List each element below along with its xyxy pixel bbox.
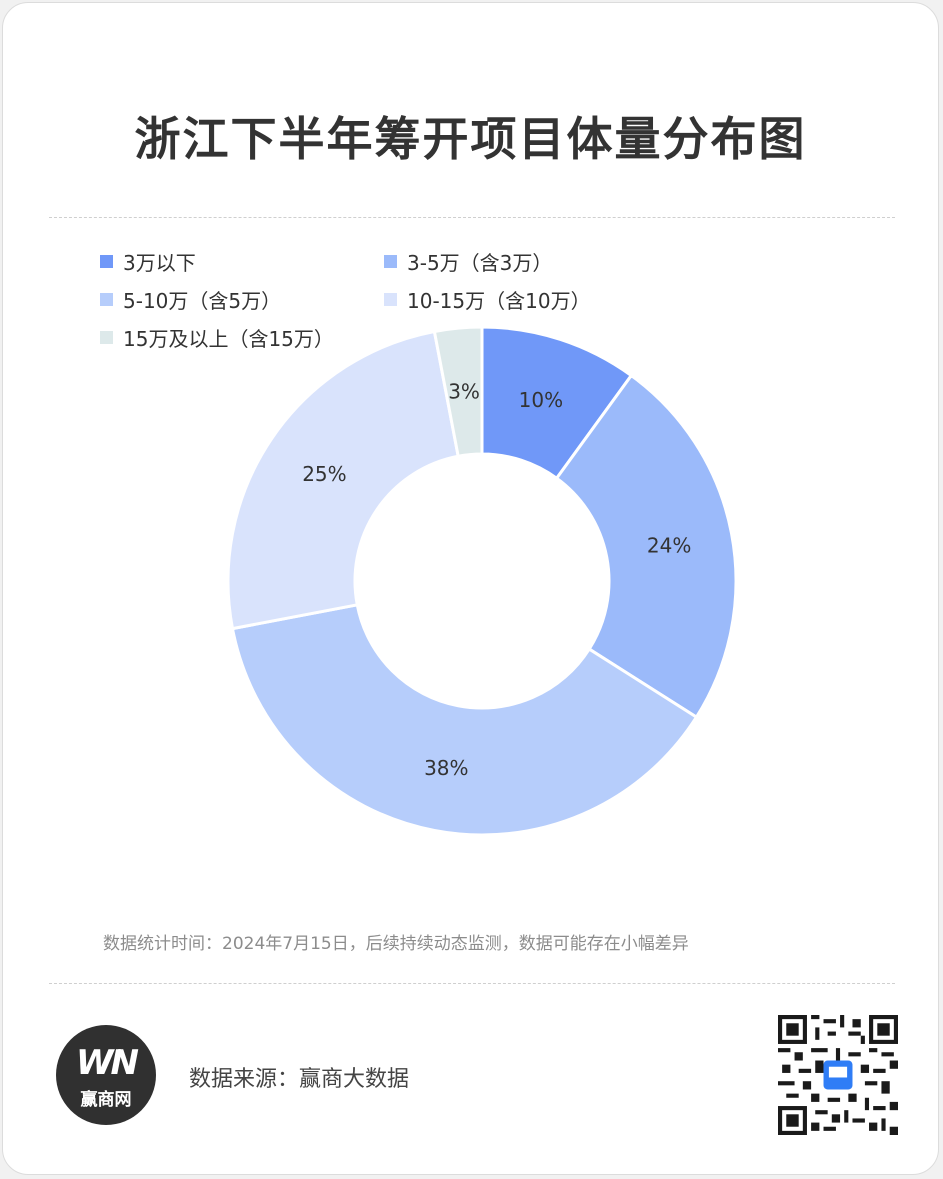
donut-slice: [554, 373, 738, 720]
logo-dot: [116, 1049, 123, 1056]
legend-label: 3-5万（含3万）: [407, 251, 553, 275]
legend-label: 15万及以上（含15万）: [123, 327, 334, 351]
logo-mark: WN: [76, 1043, 139, 1083]
slice-label: 38%: [424, 756, 468, 780]
data-source: 数据来源：赢商大数据: [189, 1067, 410, 1092]
legend-swatch: [100, 255, 113, 268]
slice-label: 3%: [448, 379, 480, 403]
logo-text: 赢商网: [80, 1090, 132, 1110]
slice-label: 10%: [519, 388, 563, 412]
slice-label: 24%: [647, 533, 691, 557]
legend-item: 10-15万（含10万）: [384, 285, 591, 314]
donut-slice: [432, 325, 484, 459]
legend-item: 5-10万（含5万）: [100, 285, 281, 314]
chart-title: 浙江下半年筹开项目体量分布图: [134, 112, 807, 166]
brand-logo: WN 赢商网: [56, 1025, 156, 1125]
legend-swatch: [100, 331, 113, 344]
top-divider: [49, 217, 895, 218]
legend-label: 3万以下: [123, 251, 196, 275]
slice-label: 25%: [302, 462, 346, 486]
legend-label: 10-15万（含10万）: [407, 289, 591, 313]
legend-swatch: [384, 293, 397, 306]
legend-item: 3万以下: [100, 247, 196, 276]
legend-item: 15万及以上（含15万）: [100, 323, 334, 352]
legend-swatch: [100, 293, 113, 306]
donut-chart: 10% 24% 38% 25% 3%: [226, 325, 738, 837]
donut-slice: [226, 329, 460, 631]
qr-code-icon: [778, 1015, 898, 1135]
legend-item: 3-5万（含3万）: [384, 247, 552, 276]
bottom-divider: [49, 983, 895, 984]
legend-swatch: [384, 255, 397, 268]
donut-slice: [230, 603, 699, 837]
legend-label: 5-10万（含5万）: [123, 289, 282, 313]
data-note: 数据统计时间：2024年7月15日，后续持续动态监测，数据可能存在小幅差异: [103, 934, 689, 954]
